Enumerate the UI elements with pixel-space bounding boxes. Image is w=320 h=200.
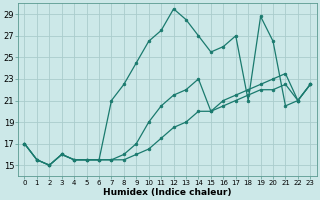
X-axis label: Humidex (Indice chaleur): Humidex (Indice chaleur) xyxy=(103,188,232,197)
